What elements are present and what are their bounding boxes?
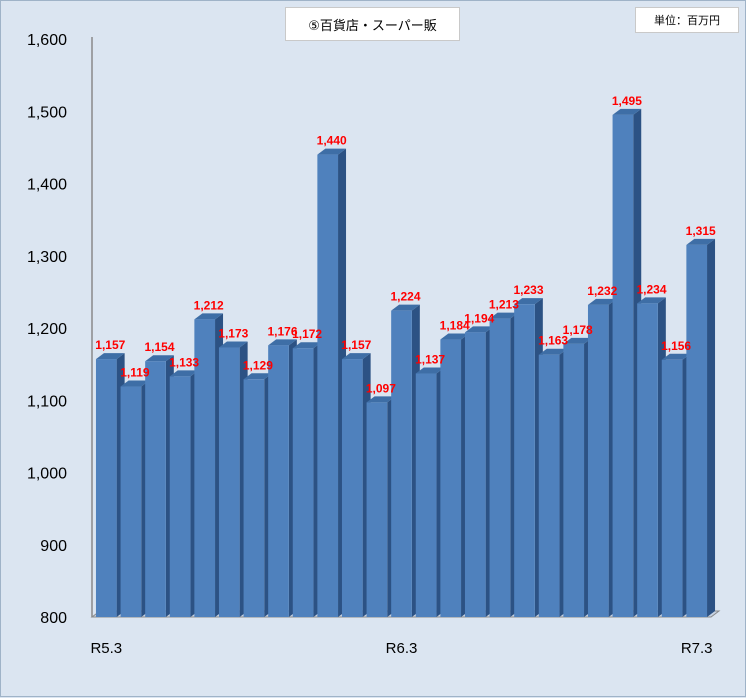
data-label: 1,440 bbox=[317, 134, 347, 148]
data-label: 1,213 bbox=[489, 298, 519, 312]
data-label: 1,173 bbox=[218, 327, 248, 341]
bar bbox=[145, 355, 174, 617]
bar bbox=[415, 367, 445, 617]
y-axis-ticks: 800 900 1,000 1,100 1,200 1,300 1,400 1,500 1,60… bbox=[27, 32, 67, 627]
data-label: 1,097 bbox=[366, 381, 396, 395]
data-label: 1,224 bbox=[390, 290, 420, 304]
data-label: 1,129 bbox=[243, 358, 273, 372]
chart-title: ⑤百貨店・スーパー販 bbox=[285, 7, 460, 41]
data-label: 1,212 bbox=[194, 298, 224, 312]
y-tick-label: 1,300 bbox=[27, 249, 67, 266]
bar bbox=[317, 148, 347, 617]
y-tick-label: 1,600 bbox=[27, 32, 67, 49]
bar bbox=[489, 312, 519, 617]
data-label: 1,234 bbox=[636, 282, 666, 296]
data-label: 1,233 bbox=[513, 283, 543, 297]
data-label: 1,176 bbox=[267, 324, 297, 338]
y-tick-label: 1,400 bbox=[27, 177, 67, 194]
x-axis-ticks: R5.3 R6.3 R7.3 bbox=[90, 640, 712, 657]
data-label: 1,172 bbox=[292, 327, 322, 341]
data-label: 1,157 bbox=[341, 338, 371, 352]
x-tick-label: R6.3 bbox=[386, 640, 418, 657]
x-tick-label: R7.3 bbox=[681, 640, 713, 657]
data-label: 1,154 bbox=[144, 340, 174, 354]
bar bbox=[95, 353, 125, 617]
bar bbox=[120, 380, 150, 617]
data-label: 1,137 bbox=[415, 353, 445, 367]
data-label: 1,156 bbox=[661, 339, 691, 353]
y-tick-label: 900 bbox=[40, 538, 67, 555]
bar bbox=[587, 298, 617, 617]
bar bbox=[391, 304, 420, 617]
data-label: 1,495 bbox=[612, 94, 642, 108]
x-tick-label: R5.3 bbox=[90, 640, 122, 657]
data-label: 1,194 bbox=[464, 311, 494, 325]
y-tick-label: 1,100 bbox=[27, 393, 67, 410]
bar bbox=[464, 326, 494, 617]
bar bbox=[538, 348, 568, 617]
data-label: 1,163 bbox=[538, 334, 568, 348]
bar bbox=[243, 373, 273, 617]
unit-label: 単位：百万円 bbox=[635, 7, 739, 33]
bar bbox=[661, 353, 691, 617]
bar bbox=[563, 337, 593, 617]
data-label: 1,232 bbox=[587, 284, 617, 298]
y-tick-label: 800 bbox=[40, 610, 67, 627]
bar bbox=[292, 342, 322, 617]
y-tick-label: 1,500 bbox=[27, 104, 67, 121]
y-tick-label: 1,000 bbox=[27, 466, 67, 483]
data-label: 1,119 bbox=[120, 366, 150, 380]
bar bbox=[612, 108, 642, 618]
bar bbox=[686, 238, 716, 617]
bar bbox=[366, 396, 396, 617]
data-label: 1,315 bbox=[686, 224, 716, 238]
data-label: 1,178 bbox=[563, 323, 593, 337]
data-label: 1,133 bbox=[169, 355, 199, 369]
bar bbox=[169, 370, 199, 617]
bars bbox=[95, 108, 716, 618]
data-label: 1,184 bbox=[440, 319, 470, 333]
bar bbox=[218, 341, 248, 617]
y-tick-label: 1,200 bbox=[27, 321, 67, 338]
bar bbox=[268, 339, 297, 617]
bar bbox=[440, 333, 470, 617]
data-label: 1,157 bbox=[95, 338, 125, 352]
